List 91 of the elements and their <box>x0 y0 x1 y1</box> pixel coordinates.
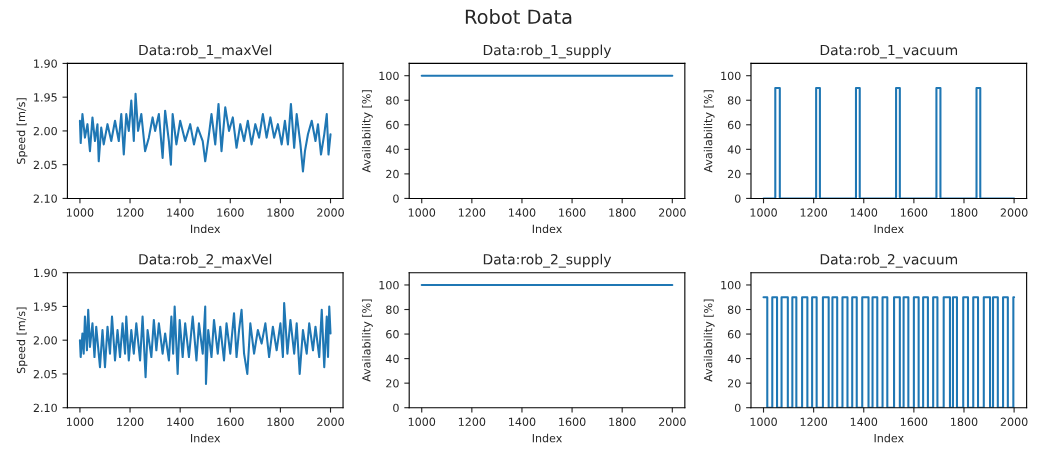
y-tick-label: 40 <box>727 354 741 363</box>
x-tick-label: 1800 <box>609 417 636 427</box>
y-tick-label: 1.95 <box>34 93 57 102</box>
x-tick-label: 1200 <box>117 208 144 217</box>
y-tick-label: 2.05 <box>33 369 57 379</box>
y-tick-label: 40 <box>727 145 741 154</box>
x-tick-label: 1000 <box>750 208 777 217</box>
y-tick-label: 2.10 <box>33 403 57 413</box>
x-tick-label: 2000 <box>317 417 344 427</box>
x-tick-label: 1400 <box>509 208 536 217</box>
y-tick-label: 0 <box>393 194 399 203</box>
y-axis-title: Availability [%] <box>703 299 715 382</box>
x-tick-label: 1200 <box>800 208 828 217</box>
text: Robot Data <box>465 9 572 25</box>
x-axis-title: Index <box>874 433 904 443</box>
x-tick-label: 1000 <box>750 417 777 427</box>
x-tick-label: 1800 <box>951 208 978 217</box>
y-tick-label: 20 <box>386 379 399 388</box>
x-tick-label: 1800 <box>267 208 294 217</box>
x-tick-label: 1400 <box>850 208 878 217</box>
y-tick-label: 80 <box>727 305 741 314</box>
y-tick-label: 2.05 <box>33 160 57 170</box>
chart-title: Data:rob_2_maxVel <box>139 253 272 268</box>
x-tick-label: 1800 <box>951 417 978 427</box>
x-tick-label: 1800 <box>609 208 636 217</box>
x-axis-title: Index <box>532 433 562 443</box>
x-tick-label: 1400 <box>850 417 878 427</box>
y-tick-label: 1.95 <box>34 302 57 311</box>
y-tick-label: 20 <box>386 169 399 179</box>
x-tick-label: 1400 <box>509 417 536 427</box>
x-tick-label: 1400 <box>167 208 194 217</box>
y-tick-label: 100 <box>379 280 399 290</box>
y-tick-label: 20 <box>727 379 741 388</box>
x-tick-label: 1000 <box>408 417 436 427</box>
y-axis-title: Availability [%] <box>703 90 715 173</box>
y-tick-label: 2.00 <box>33 126 57 136</box>
y-tick-label: 0 <box>734 403 741 413</box>
chart-title: Data:rob_1_supply <box>483 44 612 59</box>
y-axis-title: Speed [m/s] <box>16 98 28 164</box>
y-tick-label: 100 <box>721 280 741 290</box>
y-axis-title: Speed [m/s] <box>16 307 28 374</box>
chart-title: Data:rob_1_maxVel <box>139 44 272 59</box>
y-tick-label: 60 <box>386 330 399 339</box>
x-tick-label: 2000 <box>1000 417 1028 427</box>
x-tick-label: 1600 <box>900 417 928 427</box>
y-tick-label: 0 <box>734 194 741 203</box>
y-tick-label: 80 <box>386 96 399 105</box>
y-tick-label: 1.90 <box>34 268 57 278</box>
y-tick-label: 2.10 <box>33 194 57 203</box>
x-tick-label: 1000 <box>408 208 436 217</box>
x-tick-label: 1200 <box>117 417 144 427</box>
y-tick-label: 80 <box>386 305 399 314</box>
y-tick-label: 80 <box>727 96 741 105</box>
line-series <box>78 92 332 173</box>
x-tick-label: 1600 <box>217 208 244 217</box>
y-tick-label: 60 <box>727 120 741 130</box>
y-tick-label: 40 <box>385 145 399 154</box>
x-tick-label: 1600 <box>900 208 928 217</box>
x-tick-label: 1000 <box>67 417 94 427</box>
x-tick-label: 2000 <box>658 417 686 427</box>
x-axis-title: Index <box>532 224 562 234</box>
x-tick-label: 2000 <box>658 208 686 217</box>
line-series <box>78 302 332 386</box>
x-tick-label: 2000 <box>317 208 344 217</box>
y-tick-label: 1.90 <box>34 59 57 68</box>
y-tick-label: 2.00 <box>33 336 57 345</box>
x-tick-label: 2000 <box>1000 208 1028 217</box>
x-tick-label: 1600 <box>559 417 586 427</box>
x-tick-label: 1600 <box>217 417 244 427</box>
y-tick-label: 0 <box>393 403 399 413</box>
x-tick-label: 1200 <box>800 417 828 427</box>
x-axis-title: Index <box>191 433 221 443</box>
x-tick-label: 1000 <box>67 208 94 217</box>
y-tick-label: 100 <box>721 71 741 81</box>
x-tick-label: 1200 <box>458 208 486 217</box>
y-tick-label: 40 <box>385 354 399 363</box>
y-tick-label: 60 <box>727 330 741 339</box>
chart-title: Data:rob_2_vacuum <box>820 253 958 268</box>
y-tick-label: 100 <box>379 71 399 81</box>
x-tick-label: 1400 <box>167 417 194 427</box>
y-axis-title: Availability [%] <box>361 299 373 382</box>
y-tick-label: 60 <box>386 120 399 130</box>
x-tick-label: 1600 <box>559 208 586 217</box>
chart-title: Data:rob_1_vacuum <box>820 44 958 59</box>
chart-title: Data:rob_2_supply <box>483 253 612 268</box>
y-axis-title: Availability [%] <box>361 90 373 173</box>
x-tick-label: 1800 <box>267 417 294 427</box>
x-axis-title: Index <box>874 224 904 234</box>
x-tick-label: 1200 <box>458 417 486 427</box>
y-tick-label: 20 <box>727 169 741 179</box>
x-axis-title: Index <box>191 224 221 234</box>
